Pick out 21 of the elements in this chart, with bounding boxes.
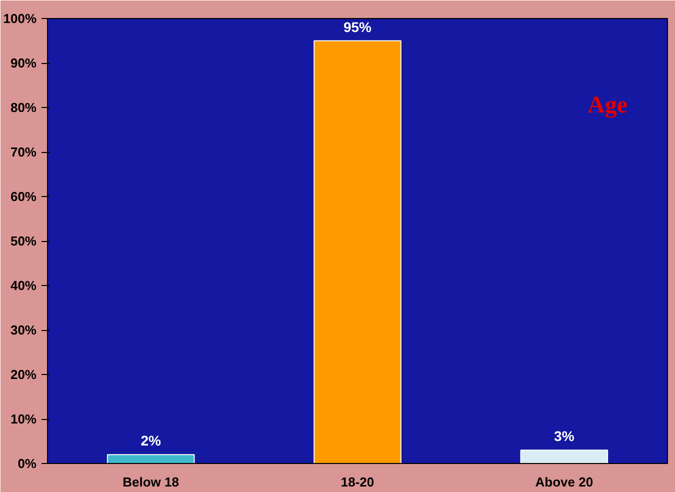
data-label: 95% [343, 18, 372, 35]
y-tick-label: 40% [10, 278, 37, 293]
data-label: 3% [554, 428, 575, 444]
bar [520, 450, 608, 464]
x-tick-label: Above 20 [535, 474, 594, 490]
x-tick-label: Below 18 [122, 474, 180, 490]
y-tick-label: 0% [18, 456, 37, 471]
y-tick-label: 60% [10, 189, 37, 204]
y-tick-label: 90% [10, 56, 37, 70]
bar [106, 454, 195, 464]
bar [314, 40, 402, 464]
y-tick-label: 10% [10, 412, 37, 426]
y-tick-label: 80% [10, 100, 37, 115]
y-tick-label: 20% [10, 367, 37, 382]
y-tick-label: 50% [10, 234, 37, 248]
y-tick-label: 30% [10, 322, 37, 338]
x-tick-label: 18-20 [340, 474, 374, 490]
text: Age [588, 92, 628, 118]
data-label: 2% [140, 432, 162, 449]
y-tick-label: 70% [10, 144, 37, 160]
y-tick-label: 100% [3, 11, 37, 26]
